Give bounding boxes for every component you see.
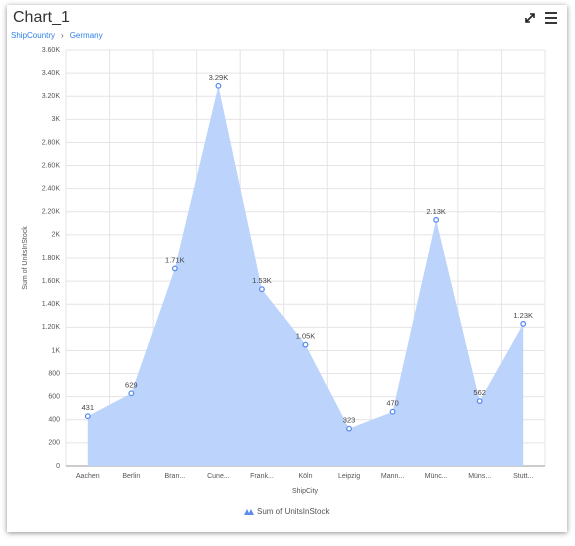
data-label: 1.71K <box>165 255 185 264</box>
toolbar <box>525 12 557 24</box>
data-point <box>215 82 222 89</box>
data-label: 1.53K <box>252 276 272 285</box>
x-tick-label: Aachen <box>76 473 100 480</box>
x-tick-label: Köln <box>298 473 312 480</box>
y-axis-title: Sum of UnitsInStock <box>22 226 29 290</box>
data-point <box>433 216 440 223</box>
y-tick-label: 2K <box>51 232 60 239</box>
y-tick-label: 2.20K <box>42 209 61 216</box>
data-point <box>346 425 352 432</box>
x-tick-label: Mann... <box>381 473 404 480</box>
data-label: 1.05K <box>296 332 316 341</box>
data-point <box>84 413 91 420</box>
data-point <box>302 341 309 348</box>
y-tick-label: 1.80K <box>42 255 61 262</box>
data-point <box>171 265 178 272</box>
data-point <box>128 390 135 397</box>
y-tick-label: 600 <box>48 394 60 401</box>
data-label: 562 <box>473 388 486 397</box>
data-label: 1.23K <box>513 311 533 320</box>
x-tick-label: Berlin <box>122 473 140 480</box>
y-tick-label: 400 <box>48 417 60 424</box>
y-tick-label: 1.20K <box>42 324 61 331</box>
y-tick-label: 3K <box>51 116 60 123</box>
area <box>87 85 524 467</box>
y-tick-label: 800 <box>48 370 60 377</box>
y-tick-label: 3.60K <box>42 47 61 54</box>
x-tick-label: Cune... <box>207 473 230 480</box>
breadcrumb-item[interactable]: Germany <box>69 31 103 40</box>
x-axis-title: ShipCity <box>292 488 319 495</box>
y-tick-label: 3.20K <box>42 93 61 100</box>
y-tick-label: 1.40K <box>42 301 61 308</box>
data-label: 431 <box>82 403 95 412</box>
x-tick-label: Stutt... <box>513 473 533 480</box>
x-tick-label: Leipzig <box>338 473 360 480</box>
y-tick-label: 0 <box>56 463 60 470</box>
data-point <box>259 286 265 293</box>
y-tick-label: 1.60K <box>42 278 61 285</box>
expand-icon[interactable] <box>525 13 535 23</box>
x-tick-label: Frank... <box>250 473 274 480</box>
y-tick-label: 2.80K <box>42 139 61 146</box>
y-tick-label: 2.60K <box>42 162 61 169</box>
menu-icon[interactable] <box>545 12 557 24</box>
data-point <box>389 408 396 415</box>
data-label: 2.13K <box>426 207 446 216</box>
breadcrumb-separator: › <box>61 31 64 40</box>
y-tick-label: 200 <box>48 440 60 447</box>
legend-icon <box>244 509 254 515</box>
breadcrumb-item[interactable]: ShipCountry <box>11 31 56 40</box>
y-tick-label: 3.40K <box>42 70 61 77</box>
data-label: 3.29K <box>209 73 229 82</box>
data-label: 323 <box>343 416 356 425</box>
data-point <box>476 398 483 405</box>
widget-title: Chart_1 <box>13 9 70 26</box>
breadcrumb: ShipCountry › Germany <box>11 31 103 40</box>
data-point <box>520 320 527 327</box>
data-label: 470 <box>386 399 399 408</box>
legend-label: Sum of UnitsInStock <box>257 507 330 516</box>
data-label: 629 <box>125 380 138 389</box>
x-tick-label: Münc... <box>425 473 448 480</box>
x-tick-label: Bran... <box>165 473 186 480</box>
y-tick-label: 2.40K <box>42 186 61 193</box>
y-tick-label: 1K <box>51 347 60 354</box>
x-tick-label: Müns... <box>468 473 491 480</box>
